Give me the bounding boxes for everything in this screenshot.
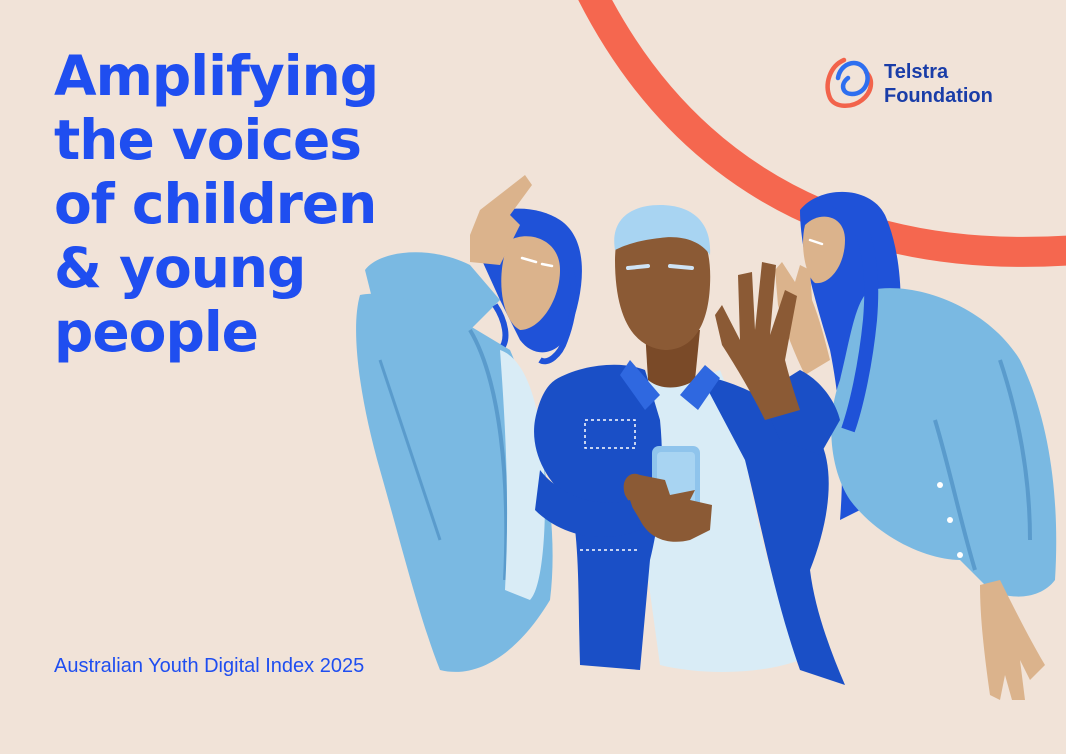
headline-line-3: of children [54, 172, 377, 236]
left-person [356, 175, 582, 672]
coral-arc [578, 0, 1066, 267]
headline-line-2: the voices [54, 108, 362, 172]
telstra-foundation-logo-icon [825, 57, 874, 108]
headline: Amplifying the voices of children & youn… [54, 44, 379, 364]
headline-line-5: people [54, 300, 259, 364]
headline-line-4: & young [54, 236, 306, 300]
report-title: Australian Youth Digital Index 2025 [54, 655, 365, 677]
right-person [775, 191, 1057, 700]
logo-line-2: Foundation [884, 85, 993, 107]
logo-wordmark: Telstra Foundation [884, 60, 993, 108]
center-person [534, 205, 845, 685]
logo-line-1: Telstra [884, 61, 949, 83]
telstra-foundation-logo: Telstra Foundation [822, 52, 1022, 114]
headline-line-1: Amplifying [54, 44, 379, 108]
